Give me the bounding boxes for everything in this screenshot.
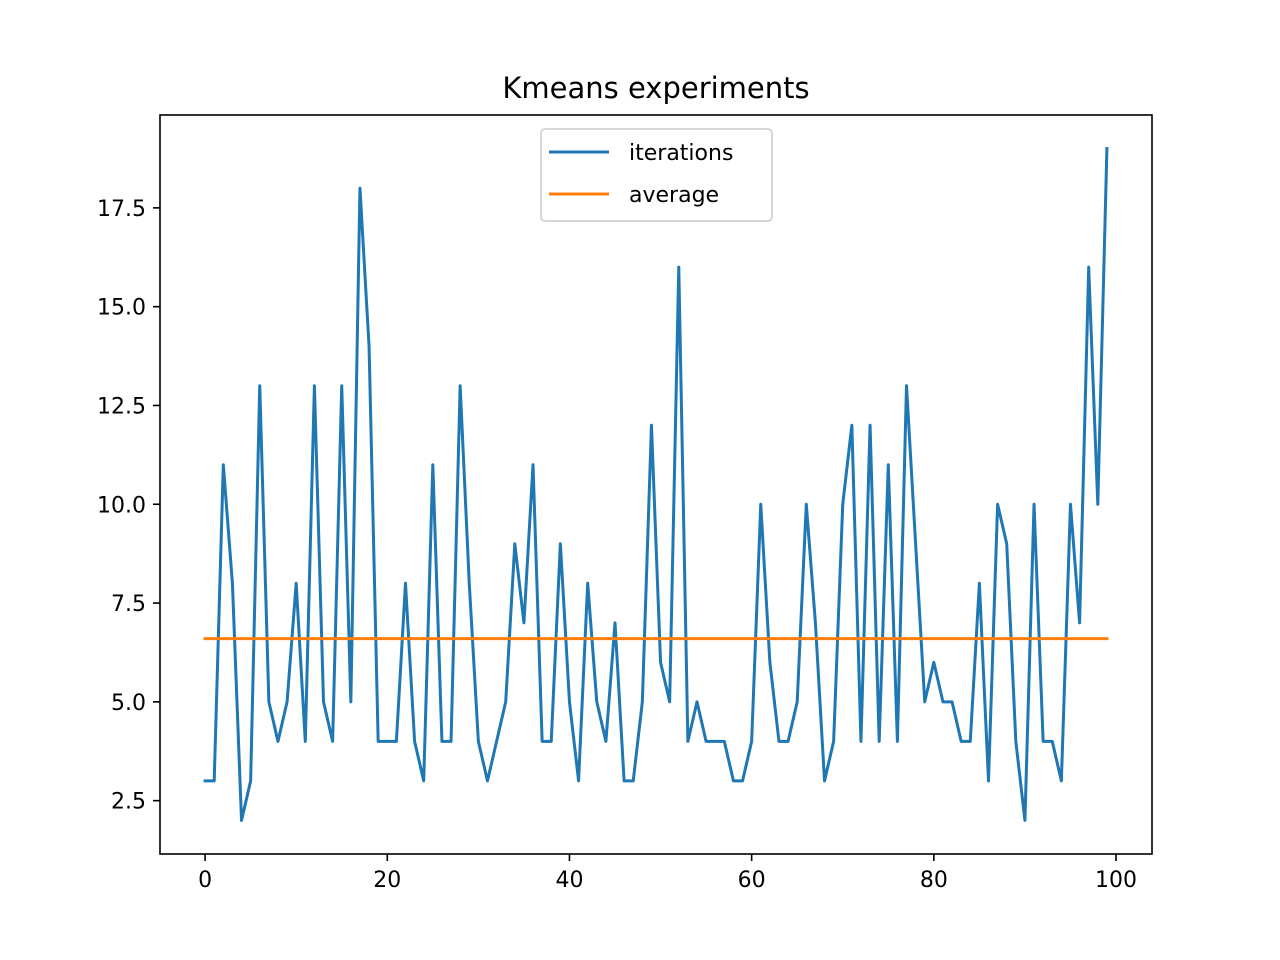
x-tick-label: 60 — [738, 868, 766, 893]
chart-title: Kmeans experiments — [502, 71, 809, 105]
y-tick-label: 15.0 — [97, 296, 146, 321]
legend: iterations average — [540, 128, 773, 222]
plot-area — [203, 147, 1109, 822]
legend-label-average: average — [629, 183, 719, 208]
axes-frame — [159, 114, 1153, 855]
x-tick-label: 0 — [198, 868, 212, 893]
x-tick-label: 20 — [373, 868, 401, 893]
x-tick-label: 40 — [555, 868, 583, 893]
x-tick-label: 100 — [1095, 868, 1137, 893]
y-tick-label: 12.5 — [97, 394, 146, 419]
y-tick-label: 17.5 — [97, 197, 146, 222]
y-tick-label: 10.0 — [97, 493, 146, 518]
x-tick-label: 80 — [920, 868, 948, 893]
y-tick-label: 2.5 — [111, 790, 146, 815]
y-tick-label: 7.5 — [111, 592, 146, 617]
y-tick-label: 5.0 — [111, 691, 146, 716]
series-line-iterations — [203, 147, 1109, 822]
legend-label-iterations: iterations — [629, 141, 733, 166]
axes: 0 20 40 60 80 100 2.5 5.0 7.5 10.0 12.5 15.0 17.5 — [97, 114, 1153, 893]
